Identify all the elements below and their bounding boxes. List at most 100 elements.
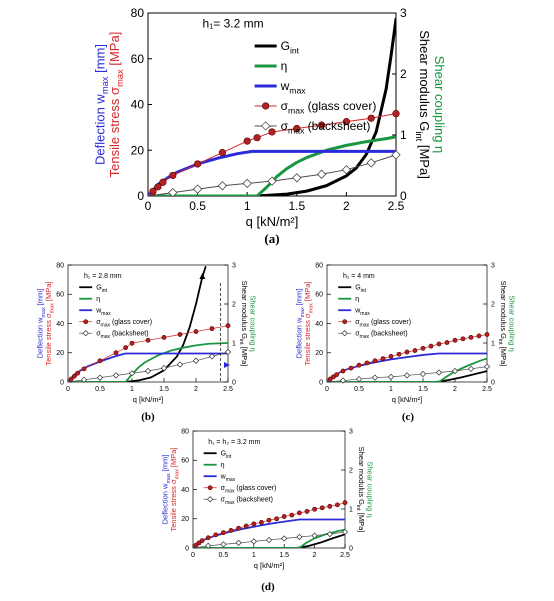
data-point-glass — [72, 373, 77, 379]
legend-entry-3: σmax (glass cover) — [221, 485, 277, 494]
y-left-label-stress: Tensile stress σmax [MPa] — [303, 281, 314, 365]
data-point-backsheet — [192, 357, 200, 364]
data-point-glass — [281, 514, 287, 519]
data-point-glass — [154, 183, 162, 191]
y-left-label-deflection: Deflection wmax [mm] — [92, 44, 110, 165]
data-point-backsheet — [265, 536, 273, 544]
y-left-tick-label: 60 — [181, 458, 189, 465]
data-point-backsheet — [341, 165, 352, 175]
thickness-annotation: h₁ = 2.8 mm — [84, 273, 122, 280]
y-right-label-shear: Shear modulus Gint [MPa] — [414, 30, 432, 179]
series-line-2 — [148, 149, 396, 196]
data-point-glass — [348, 365, 354, 371]
x-tick-label: 2.5 — [340, 552, 350, 559]
y-right-label-coupling: Shear coupling η — [508, 295, 517, 351]
x-tick-label: 0 — [325, 386, 329, 393]
legend-entry-0: Gint — [281, 39, 300, 56]
y-right-tick-label: 3 — [400, 6, 407, 20]
legend-marker-backsheet — [341, 330, 348, 337]
data-point-glass — [330, 374, 336, 380]
legend-marker-glass — [262, 102, 270, 110]
data-point-glass — [258, 520, 264, 525]
y-left-tick-label: 0 — [137, 189, 144, 203]
series-line-0 — [327, 370, 487, 382]
data-point-glass — [129, 340, 135, 346]
data-point-glass — [159, 178, 167, 186]
legend-entry-1: η — [221, 462, 225, 469]
legend-entry-0: Gint — [96, 285, 107, 294]
data-point-backsheet — [467, 365, 475, 372]
data-point-glass — [274, 516, 279, 522]
data-point-glass — [372, 358, 378, 364]
data-point-glass — [436, 341, 442, 347]
x-tick-label: 1.5 — [279, 552, 289, 559]
y-right-tick-label: 2 — [232, 301, 236, 308]
y-left-label-stress: Tensile stress σmax [MPa] — [107, 32, 125, 178]
legend-entry-2: wmax — [354, 308, 370, 317]
y-right-tick-label: 3 — [232, 262, 236, 269]
data-point-glass — [304, 509, 310, 514]
data-point-glass — [220, 530, 226, 536]
data-point-glass — [289, 512, 295, 518]
data-point-backsheet — [451, 367, 459, 375]
legend-entry-2: wmax — [280, 79, 307, 96]
y-left-tick-label: 40 — [181, 487, 189, 494]
legend-entry-1: η — [355, 296, 359, 303]
data-point-glass — [68, 376, 74, 382]
data-point-backsheet — [292, 173, 302, 183]
data-point-backsheet — [112, 372, 120, 379]
data-point-backsheet — [250, 538, 257, 545]
legend-marker-backsheet — [207, 496, 214, 503]
data-point-glass — [194, 160, 202, 168]
x-tick-label: 2.5 — [482, 386, 492, 393]
data-point-glass — [253, 134, 261, 142]
x-tick-label: 0.5 — [354, 386, 364, 393]
legend-entry-3: σmax (glass cover) — [281, 99, 377, 116]
data-point-glass — [340, 368, 346, 374]
x-tick-label: 0 — [191, 552, 195, 559]
data-point-backsheet — [176, 361, 184, 368]
x-tick-label: 1.5 — [159, 386, 169, 393]
x-tick-label: 2 — [343, 199, 350, 213]
data-point-glass — [205, 535, 211, 541]
data-point-glass — [228, 528, 234, 533]
legend-entry-1: η — [96, 296, 100, 303]
data-point-glass — [251, 521, 257, 527]
data-point-backsheet — [316, 169, 327, 179]
data-point-backsheet — [220, 541, 227, 548]
data-point-glass — [161, 334, 167, 340]
data-point-backsheet — [366, 158, 376, 168]
data-point-backsheet — [235, 539, 242, 547]
x-axis-label: q [kN/m²] — [254, 561, 284, 570]
data-point-glass — [243, 523, 249, 529]
data-point-glass — [243, 137, 251, 145]
x-tick-label: 1.5 — [288, 199, 305, 213]
y-left-tick-label: 0 — [185, 545, 189, 552]
x-tick-label: 1 — [252, 552, 256, 559]
y-right-tick-label: 2 — [349, 467, 353, 474]
y-left-label-stress: Tensile stress σmax [MPa] — [44, 281, 55, 365]
data-point-glass — [149, 187, 157, 196]
y-left-tick-label: 80 — [131, 6, 145, 20]
legend-entry-1: η — [281, 59, 288, 73]
panel-label: (a) — [264, 231, 279, 246]
y-right-tick-label: 1 — [400, 128, 407, 142]
data-point-glass — [468, 334, 474, 340]
y-left-tick-label: 80 — [56, 262, 64, 269]
data-point-backsheet — [160, 364, 168, 372]
data-point-glass — [420, 345, 426, 351]
thickness-annotation: h₁= 3.2 mm — [203, 17, 264, 31]
data-point-glass — [327, 376, 333, 382]
y-left-tick-label: 0 — [319, 379, 323, 386]
data-point-backsheet — [387, 373, 395, 381]
data-point-glass — [312, 506, 317, 512]
y-left-tick-label: 40 — [315, 321, 323, 328]
data-point-glass — [97, 358, 103, 364]
series-line-1 — [68, 342, 228, 382]
x-tick-label: 0.5 — [95, 386, 105, 393]
y-left-tick-label: 40 — [56, 321, 64, 328]
data-point-backsheet — [192, 184, 203, 194]
data-point-backsheet — [267, 176, 277, 186]
y-left-tick-label: 20 — [181, 516, 189, 523]
